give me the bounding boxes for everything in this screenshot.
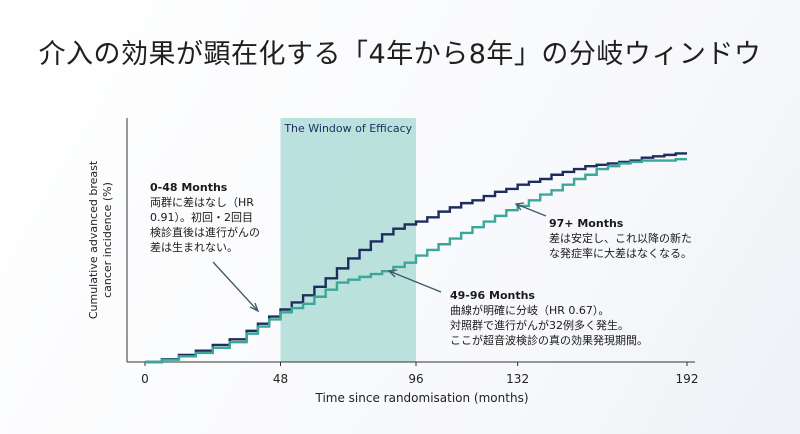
x-tick-label: 96 — [408, 372, 423, 386]
annotation-early-line: 差は生まれない。 — [150, 241, 238, 254]
arrow-mid-head — [387, 269, 398, 278]
annotation-arrows — [212, 202, 547, 313]
annotation-mid-head: 49-96 Months — [450, 289, 535, 302]
y-axis-label-line: cancer incidence (%) — [101, 182, 114, 298]
arrow-mid — [388, 270, 442, 293]
annotation-early-line: 検診直後は進行がんの — [150, 226, 260, 239]
annotation-early-head: 0-48 Months — [150, 181, 228, 194]
x-tick-label: 0 — [141, 372, 149, 386]
arrow-late — [515, 203, 547, 217]
x-tick-group: 0 48 96 132 192 — [141, 362, 698, 386]
series-group — [145, 152, 687, 364]
efficacy-window — [280, 118, 416, 362]
annotation-early: 0-48 Months 両群に差はなし（HR 0.91）。初回・2回目 検診直後… — [150, 180, 260, 255]
series-screening-line — [145, 157, 687, 364]
series-control-line — [145, 152, 687, 364]
annotation-early-line: 両群に差はなし（HR — [150, 196, 254, 209]
y-axis-label: Cumulative advanced breastcancer inciden… — [87, 160, 114, 319]
arrow-early-head — [249, 302, 260, 313]
arrow-late-head — [514, 202, 525, 211]
annotation-mid-line: 曲線が明確に分岐（HR 0.67）。 — [450, 304, 610, 317]
annotation-late: 97+ Months 差は安定し、これ以降の新た な発症率に大差はなくなる。 — [549, 216, 692, 261]
annotation-early-line: 0.91）。初回・2回目 — [150, 211, 253, 224]
slide-title: 介入の効果が顕在化する「4年から8年」の分岐ウィンドウ — [38, 39, 762, 70]
efficacy-window-label: The Window of Efficacy — [283, 122, 412, 135]
annotation-mid: 49-96 Months 曲線が明確に分岐（HR 0.67）。 対照群で進行がん… — [450, 288, 648, 348]
arrow-early — [212, 261, 259, 312]
y-axis-label-line: Cumulative advanced breast — [87, 160, 100, 319]
x-tick-label: 192 — [676, 372, 699, 386]
annotation-late-line: な発症率に大差はなくなる。 — [549, 247, 692, 260]
annotation-mid-line: ここが超音波検診の真の効果発現期間。 — [450, 334, 648, 347]
annotation-mid-line: 対照群で進行がんが32例多く発生。 — [450, 319, 629, 332]
x-tick-label: 132 — [506, 372, 529, 386]
annotation-late-line: 差は安定し、これ以降の新た — [549, 232, 692, 245]
x-axis-label: Time since randomisation (months) — [314, 391, 528, 405]
annotation-late-head: 97+ Months — [549, 217, 624, 230]
x-tick-label: 48 — [273, 372, 288, 386]
